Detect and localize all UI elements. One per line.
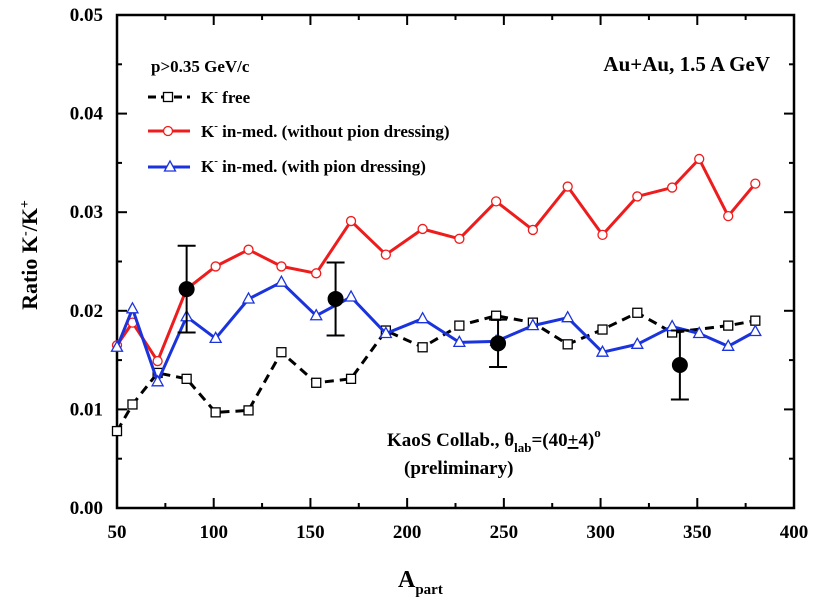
data-point (490, 335, 507, 352)
series-marker-2 (209, 331, 223, 344)
series-marker-0 (127, 399, 138, 410)
series-marker-1 (562, 181, 573, 192)
y-tick-label: 0.00 (70, 498, 103, 519)
series-marker-0 (345, 373, 357, 384)
measurement-layer (177, 244, 689, 401)
x-tick-label: 100 (199, 522, 228, 543)
series-marker-0 (632, 307, 643, 318)
series-marker-1 (694, 153, 705, 165)
legend-marker-k-free (162, 91, 174, 103)
series-marker-0 (276, 347, 287, 358)
legend-label-without-pion: K- in-med. (without pion dressing) (201, 120, 450, 141)
series-marker-2 (452, 335, 466, 348)
series-marker-0 (210, 407, 221, 418)
legend-label-with-pion: K- in-med. (with pion dressing) (201, 155, 426, 176)
legend-marker-without-pion (162, 125, 174, 137)
x-tick-label: 250 (490, 522, 519, 543)
series-marker-2 (379, 326, 393, 339)
series-marker-2 (630, 336, 644, 349)
series-marker-0 (597, 324, 608, 335)
series-line-2 (115, 280, 757, 384)
data-point (178, 281, 195, 298)
series-marker-1 (311, 268, 322, 279)
series-marker-1 (276, 261, 287, 272)
y-tick-label: 0.01 (70, 399, 103, 420)
preliminary-label: (preliminary) (404, 458, 513, 479)
series-marker-2 (526, 318, 540, 331)
series-marker-2 (110, 339, 124, 352)
series-marker-1 (152, 355, 163, 367)
series-marker-1 (597, 229, 608, 241)
series-marker-0 (311, 377, 322, 388)
series-marker-2 (665, 319, 679, 332)
series-marker-1 (723, 210, 734, 222)
series-marker-2 (241, 291, 256, 304)
data-point (671, 357, 688, 374)
series-marker-2 (748, 324, 762, 337)
axis-ticks: 50 100 150 200 250 300 350 400 0.00 0.01 0.02 0.03 0… (70, 5, 809, 543)
series-marker-0 (417, 342, 428, 353)
series-marker-0 (454, 320, 465, 331)
series-line-1 (115, 157, 757, 363)
series-marker-2 (561, 310, 575, 323)
x-tick-label: 350 (683, 522, 712, 543)
y-tick-label: 0.03 (70, 202, 103, 223)
series-marker-0 (181, 373, 192, 384)
collab-label: KaoS Collab., θlab=(40+4)o (387, 425, 601, 455)
series-marker-2 (595, 344, 610, 357)
system-label: Au+Au, 1.5 A GeV (603, 52, 770, 76)
series-marker-1 (666, 182, 678, 193)
series-marker-0 (750, 315, 761, 326)
x-tick-label: 300 (586, 522, 615, 543)
series-marker-1 (380, 249, 392, 260)
y-axis-title: Ratio K-/K+ (17, 200, 42, 310)
legend: K- free K- in-med. (without pion dressin… (148, 86, 450, 176)
series-marker-1 (210, 261, 221, 272)
legend-label-k-free: K- free (201, 86, 251, 107)
x-axis-title: Apart (398, 567, 443, 598)
series-marker-2 (151, 374, 165, 387)
x-tick-label: 50 (108, 522, 127, 543)
x-tick-label: 200 (393, 522, 422, 543)
y-tick-label: 0.04 (70, 104, 104, 125)
series-marker-2 (721, 338, 735, 351)
momentum-cut-label: p>0.35 GeV/c (151, 57, 250, 76)
series-marker-0 (111, 425, 123, 437)
series-marker-2 (416, 311, 430, 324)
series-marker-1 (345, 215, 357, 227)
x-tick-label: 400 (780, 522, 809, 543)
series-marker-1 (490, 196, 502, 207)
series-marker-2 (692, 326, 706, 339)
series-line-0 (115, 311, 756, 432)
series-marker-2 (274, 274, 289, 287)
series-layer (110, 153, 762, 437)
series-marker-1 (527, 224, 539, 236)
series-marker-1 (243, 244, 254, 255)
series-marker-2 (344, 289, 358, 302)
series-marker-1 (454, 233, 465, 244)
series-marker-2 (125, 301, 140, 314)
data-point (327, 290, 344, 307)
series-marker-1 (417, 223, 428, 235)
series-marker-0 (562, 339, 573, 350)
series-marker-1 (632, 191, 643, 202)
legend-marker-with-pion (163, 159, 177, 172)
series-marker-2 (309, 308, 323, 321)
y-tick-label: 0.02 (70, 301, 103, 322)
x-tick-label: 150 (296, 522, 325, 543)
series-marker-0 (243, 405, 254, 416)
series-marker-0 (723, 320, 734, 331)
y-tick-label: 0.05 (70, 5, 103, 26)
series-marker-1 (750, 178, 761, 189)
